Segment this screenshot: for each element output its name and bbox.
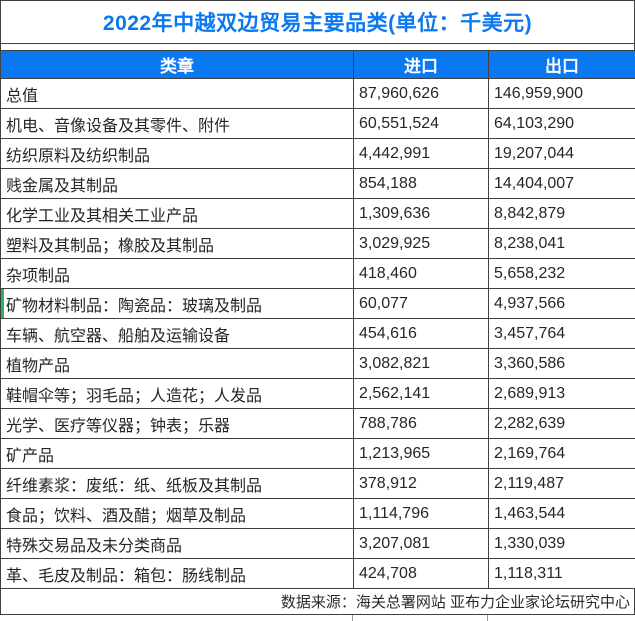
table-row: 车辆、航空器、船舶及运输设备 454,616 3,457,764	[0, 318, 635, 349]
import-value-cell: 1,309,636	[353, 198, 489, 229]
import-value-cell: 87,960,626	[353, 78, 489, 109]
export-value-cell: 2,282,639	[488, 408, 635, 439]
import-value-cell: 3,029,925	[353, 228, 489, 259]
import-value-cell: 60,551,524	[353, 108, 489, 139]
category-cell: 矿产品	[0, 438, 354, 469]
category-cell: 贱金属及其制品	[0, 168, 354, 199]
clipped-column-divider	[352, 615, 353, 621]
export-value-cell: 1,330,039	[488, 528, 635, 559]
data-source-text: 数据来源：海关总署网站 亚布力企业家论坛研究中心	[280, 594, 630, 611]
import-value-cell: 454,616	[353, 318, 489, 349]
column-header-category: 类章	[0, 50, 354, 79]
category-cell: 革、毛皮及制品：箱包：肠线制品	[0, 558, 354, 589]
export-value-cell: 14,404,007	[488, 168, 635, 199]
import-value-cell: 1,213,965	[353, 438, 489, 469]
category-cell: 纺织原料及纺织制品	[0, 138, 354, 169]
clipped-column-divider	[487, 615, 488, 621]
table-header-row: 类章 进口 出口	[0, 50, 635, 79]
category-cell: 矿物材料制品：陶瓷品：玻璃及制品	[0, 288, 354, 319]
table-row: 鞋帽伞等；羽毛品；人造花；人发品 2,562,141 2,689,913	[0, 378, 635, 409]
category-cell: 总值	[0, 78, 354, 109]
table-row: 植物产品 3,082,821 3,360,586	[0, 348, 635, 379]
data-source-row: 数据来源：海关总署网站 亚布力企业家论坛研究中心	[0, 589, 635, 615]
table-row: 总值 87,960,626 146,959,900	[0, 78, 635, 109]
trade-data-table: 类章 进口 出口 总值 87,960,626 146,959,900 机电、音像…	[0, 50, 635, 589]
import-value-cell: 2,562,141	[353, 378, 489, 409]
category-cell: 鞋帽伞等；羽毛品；人造花；人发品	[0, 378, 354, 409]
category-cell: 机电、音像设备及其零件、附件	[0, 108, 354, 139]
category-cell: 特殊交易品及未分类商品	[0, 528, 354, 559]
export-value-cell: 64,103,290	[488, 108, 635, 139]
category-cell: 塑料及其制品；橡胶及其制品	[0, 228, 354, 259]
export-value-cell: 146,959,900	[488, 78, 635, 109]
table-row: 机电、音像设备及其零件、附件 60,551,524 64,103,290	[0, 108, 635, 139]
import-value-cell: 378,912	[353, 468, 489, 499]
export-value-cell: 3,457,764	[488, 318, 635, 349]
export-value-cell: 1,463,544	[488, 498, 635, 529]
import-value-cell: 1,114,796	[353, 498, 489, 529]
column-header-import: 进口	[353, 50, 489, 79]
table-row: 光学、医疗等仪器；钟表；乐器 788,786 2,282,639	[0, 408, 635, 439]
clipped-next-row	[0, 615, 635, 621]
table-row: 贱金属及其制品 854,188 14,404,007	[0, 168, 635, 199]
export-value-cell: 4,937,566	[488, 288, 635, 319]
export-value-cell: 2,169,764	[488, 438, 635, 469]
import-value-cell: 4,442,991	[353, 138, 489, 169]
column-header-export: 出口	[488, 50, 635, 79]
import-value-cell: 3,207,081	[353, 528, 489, 559]
export-value-cell: 1,118,311	[488, 558, 635, 589]
export-value-cell: 2,119,487	[488, 468, 635, 499]
category-cell: 光学、医疗等仪器；钟表；乐器	[0, 408, 354, 439]
export-value-cell: 3,360,586	[488, 348, 635, 379]
table-row: 杂项制品 418,460 5,658,232	[0, 258, 635, 289]
table-row: 矿物材料制品：陶瓷品：玻璃及制品 60,077 4,937,566	[0, 288, 635, 319]
export-value-cell: 19,207,044	[488, 138, 635, 169]
category-cell: 车辆、航空器、船舶及运输设备	[0, 318, 354, 349]
category-cell: 纤维素浆：废纸：纸、纸板及其制品	[0, 468, 354, 499]
table-row: 化学工业及其相关工业产品 1,309,636 8,842,879	[0, 198, 635, 229]
category-cell: 食品；饮料、酒及醋；烟草及制品	[0, 498, 354, 529]
category-cell: 化学工业及其相关工业产品	[0, 198, 354, 229]
table-row: 食品；饮料、酒及醋；烟草及制品 1,114,796 1,463,544	[0, 498, 635, 529]
import-value-cell: 60,077	[353, 288, 489, 319]
import-value-cell: 424,708	[353, 558, 489, 589]
table-row: 革、毛皮及制品：箱包：肠线制品 424,708 1,118,311	[0, 558, 635, 589]
category-cell: 植物产品	[0, 348, 354, 379]
export-value-cell: 8,842,879	[488, 198, 635, 229]
export-value-cell: 8,238,041	[488, 228, 635, 259]
table-row: 矿产品 1,213,965 2,169,764	[0, 438, 635, 469]
table-title-cell: 2022年中越双边贸易主要品类(单位：千美元)	[0, 0, 635, 44]
page-title: 2022年中越双边贸易主要品类(单位：千美元)	[102, 12, 533, 35]
table-row: 塑料及其制品；橡胶及其制品 3,029,925 8,238,041	[0, 228, 635, 259]
export-value-cell: 5,658,232	[488, 258, 635, 289]
table-row: 纤维素浆：废纸：纸、纸板及其制品 378,912 2,119,487	[0, 468, 635, 499]
import-value-cell: 3,082,821	[353, 348, 489, 379]
table-row: 纺织原料及纺织制品 4,442,991 19,207,044	[0, 138, 635, 169]
export-value-cell: 2,689,913	[488, 378, 635, 409]
table-row: 特殊交易品及未分类商品 3,207,081 1,330,039	[0, 528, 635, 559]
import-value-cell: 788,786	[353, 408, 489, 439]
category-cell: 杂项制品	[0, 258, 354, 289]
import-value-cell: 854,188	[353, 168, 489, 199]
import-value-cell: 418,460	[353, 258, 489, 289]
